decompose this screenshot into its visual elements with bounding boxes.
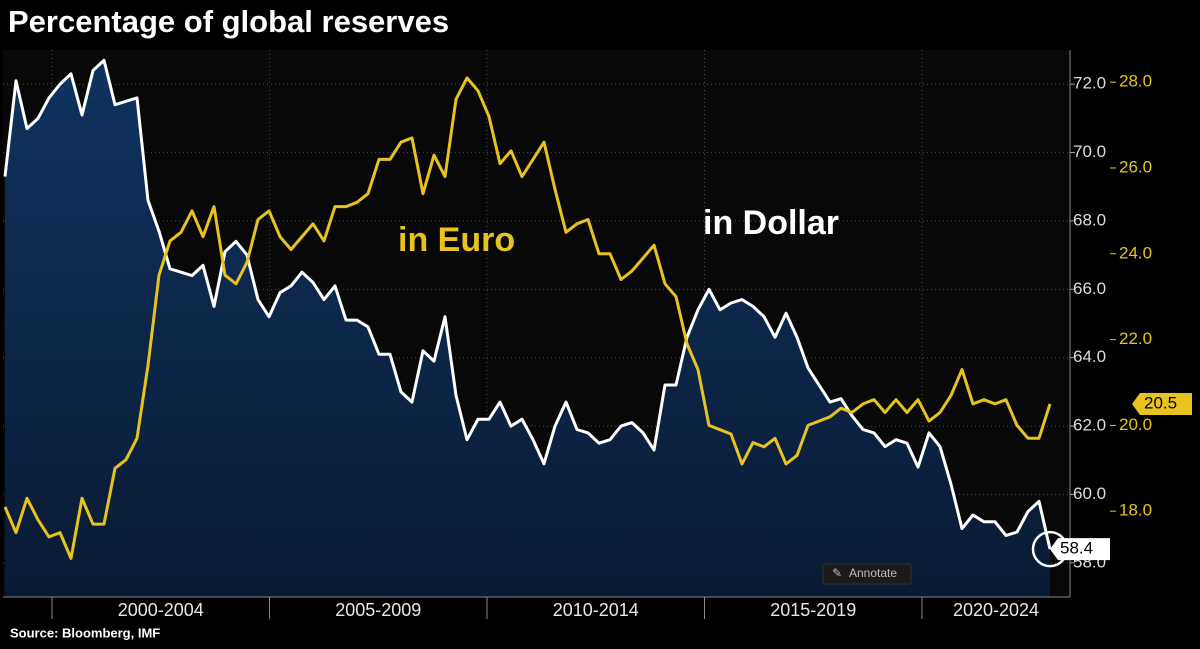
y-tick-label: 72.0 — [1073, 74, 1106, 93]
y-tick-label: 66.0 — [1073, 279, 1106, 298]
value-tag-label: 58.4 — [1060, 539, 1093, 558]
annotate-button[interactable]: ✎ Annotate — [822, 563, 912, 585]
annotate-icon: ✎ — [832, 566, 842, 580]
y2-tick-label: 22.0 — [1119, 329, 1152, 348]
x-tick-label: 2005-2009 — [335, 600, 421, 620]
x-tick-label: 2000-2004 — [118, 600, 204, 620]
line — [3, 76, 1052, 560]
annotate-button-box[interactable] — [822, 563, 912, 585]
value-tag — [1050, 538, 1110, 561]
y-tick-label: 62.0 — [1073, 416, 1106, 435]
x-tick-label: 2020-2024 — [953, 600, 1039, 620]
y-tick-label: 60.0 — [1073, 484, 1106, 503]
y-tick-label: 68.0 — [1073, 210, 1106, 229]
chart-title: Percentage of global reserves — [8, 4, 449, 39]
value-tag — [1132, 392, 1192, 415]
x-tick-label: 2015-2019 — [770, 600, 856, 620]
y2-tick-label: 18.0 — [1119, 501, 1152, 520]
y-tick-label: 64.0 — [1073, 347, 1106, 366]
y2-tick-label: 28.0 — [1119, 72, 1152, 91]
series-label: in Euro — [398, 221, 515, 259]
line-layer — [3, 58, 1052, 560]
x-tick-label: 2010-2014 — [553, 600, 639, 620]
y2-tick-label: 26.0 — [1119, 157, 1152, 176]
y2-tick-label: 20.0 — [1119, 415, 1152, 434]
axes: 58.060.062.064.066.068.070.072.018.020.0… — [3, 50, 1192, 620]
annotate-label[interactable]: Annotate — [849, 566, 897, 580]
series-label: in Dollar — [703, 204, 839, 242]
y-tick-label: 70.0 — [1073, 142, 1106, 161]
value-tag-label: 20.5 — [1144, 393, 1177, 412]
line — [3, 58, 1052, 550]
y2-tick-label: 24.0 — [1119, 243, 1152, 262]
source: Source: Bloomberg, IMF — [10, 625, 160, 640]
